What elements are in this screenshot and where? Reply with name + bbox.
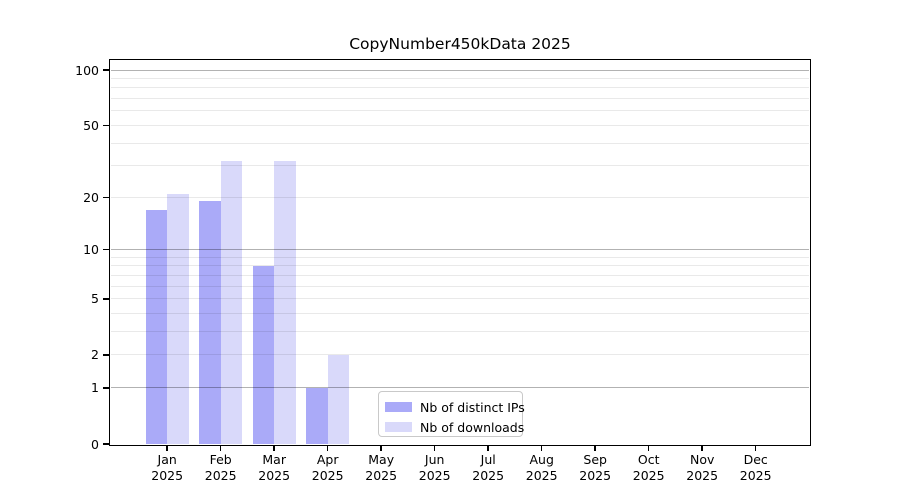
bar-distinct-ips-mar: [252, 265, 275, 444]
bar-downloads-jan: [167, 193, 189, 444]
x-tick-label-apr: Apr 2025: [311, 452, 344, 483]
y-tick-label-5: 5: [91, 291, 99, 307]
x-tick-label-mar: Mar 2025: [258, 452, 291, 483]
legend-swatch-distinct-ips: [385, 401, 412, 413]
x-tick-mark-feb: [219, 445, 222, 451]
x-tick-mark-oct: [647, 445, 650, 451]
x-tick-mark-aug: [540, 445, 543, 451]
x-tick-mark-jan: [166, 445, 168, 451]
y-tick-mark-1: [103, 387, 109, 389]
x-tick-mark-jul: [487, 445, 489, 451]
x-tick-label-jun: Jun 2025: [418, 452, 451, 483]
gridline-major-1: [111, 387, 809, 389]
legend-swatch-downloads: [385, 421, 412, 433]
y-tick-mark-20: [103, 196, 109, 199]
x-tick-mark-dec: [754, 445, 757, 451]
x-tick-mark-apr: [326, 445, 329, 451]
x-tick-mark-mar: [273, 445, 275, 451]
gridline-minor-8: [111, 265, 809, 267]
y-tick-label-0: 0: [91, 436, 99, 452]
y-tick-label-2: 2: [91, 347, 99, 363]
legend-item-downloads: Nb of downloads: [385, 417, 524, 437]
y-tick-mark-100: [103, 69, 109, 71]
y-tick-mark-0: [103, 443, 109, 445]
y-tick-mark-2: [103, 354, 109, 356]
bar-distinct-ips-apr: [306, 387, 328, 444]
gridline-minor-6: [111, 285, 809, 287]
y-tick-label-100: 100: [75, 62, 99, 78]
y-tick-label-20: 20: [83, 189, 99, 205]
y-tick-mark-10: [103, 248, 109, 251]
y-tick-mark-5: [103, 298, 109, 300]
x-tick-label-jan: Jan 2025: [151, 452, 184, 483]
gridline-major-100: [111, 69, 809, 71]
bar-downloads-feb: [220, 160, 243, 444]
x-tick-label-sep: Sep 2025: [579, 452, 612, 483]
x-tick-label-dec: Dec 2025: [739, 452, 772, 483]
x-tick-label-jul: Jul 2025: [472, 452, 505, 483]
x-tick-label-oct: Oct 2025: [632, 452, 665, 483]
x-tick-mark-nov: [701, 445, 703, 451]
y-tick-label-1: 1: [91, 380, 99, 396]
bar-downloads-mar: [274, 160, 296, 444]
gridline-minor-5: [111, 298, 809, 300]
chart-title: CopyNumber450kData 2025: [349, 35, 571, 53]
gridline-minor-4: [111, 313, 809, 315]
gridline-minor-30: [111, 165, 809, 167]
gridline-minor-80: [111, 87, 809, 89]
legend-label-downloads: Nb of downloads: [420, 419, 525, 435]
bar-downloads-apr: [327, 354, 350, 444]
x-tick-mark-jun: [433, 445, 436, 451]
gridline-minor-7: [111, 274, 809, 276]
gridline-minor-50: [111, 124, 809, 126]
x-tick-mark-sep: [594, 445, 596, 451]
y-tick-label-50: 50: [83, 117, 99, 133]
legend-label-distinct-ips: Nb of distinct IPs: [420, 399, 525, 415]
y-tick-mark-50: [103, 124, 109, 127]
gridline-minor-20: [111, 196, 809, 198]
plot-area: [111, 61, 809, 444]
gridline-minor-60: [111, 110, 809, 112]
gridline-minor-90: [111, 77, 809, 79]
bar-distinct-ips-jan: [145, 209, 168, 444]
y-tick-label-10: 10: [83, 242, 99, 258]
gridline-major-10: [111, 249, 809, 251]
x-tick-mark-may: [380, 445, 382, 451]
gridline-minor-2: [111, 354, 809, 356]
x-tick-label-feb: Feb 2025: [204, 452, 237, 483]
bar-distinct-ips-feb: [199, 201, 221, 444]
gridline-minor-3: [111, 331, 809, 333]
legend: Nb of distinct IPs Nb of downloads: [378, 391, 525, 437]
gridline-minor-9: [111, 256, 809, 258]
x-tick-label-may: May 2025: [365, 452, 398, 483]
x-tick-label-nov: Nov 2025: [686, 452, 719, 483]
gridline-minor-40: [111, 142, 809, 144]
gridline-minor-70: [111, 98, 809, 100]
legend-item-distinct-ips: Nb of distinct IPs: [385, 397, 525, 417]
x-tick-label-aug: Aug 2025: [525, 452, 558, 483]
